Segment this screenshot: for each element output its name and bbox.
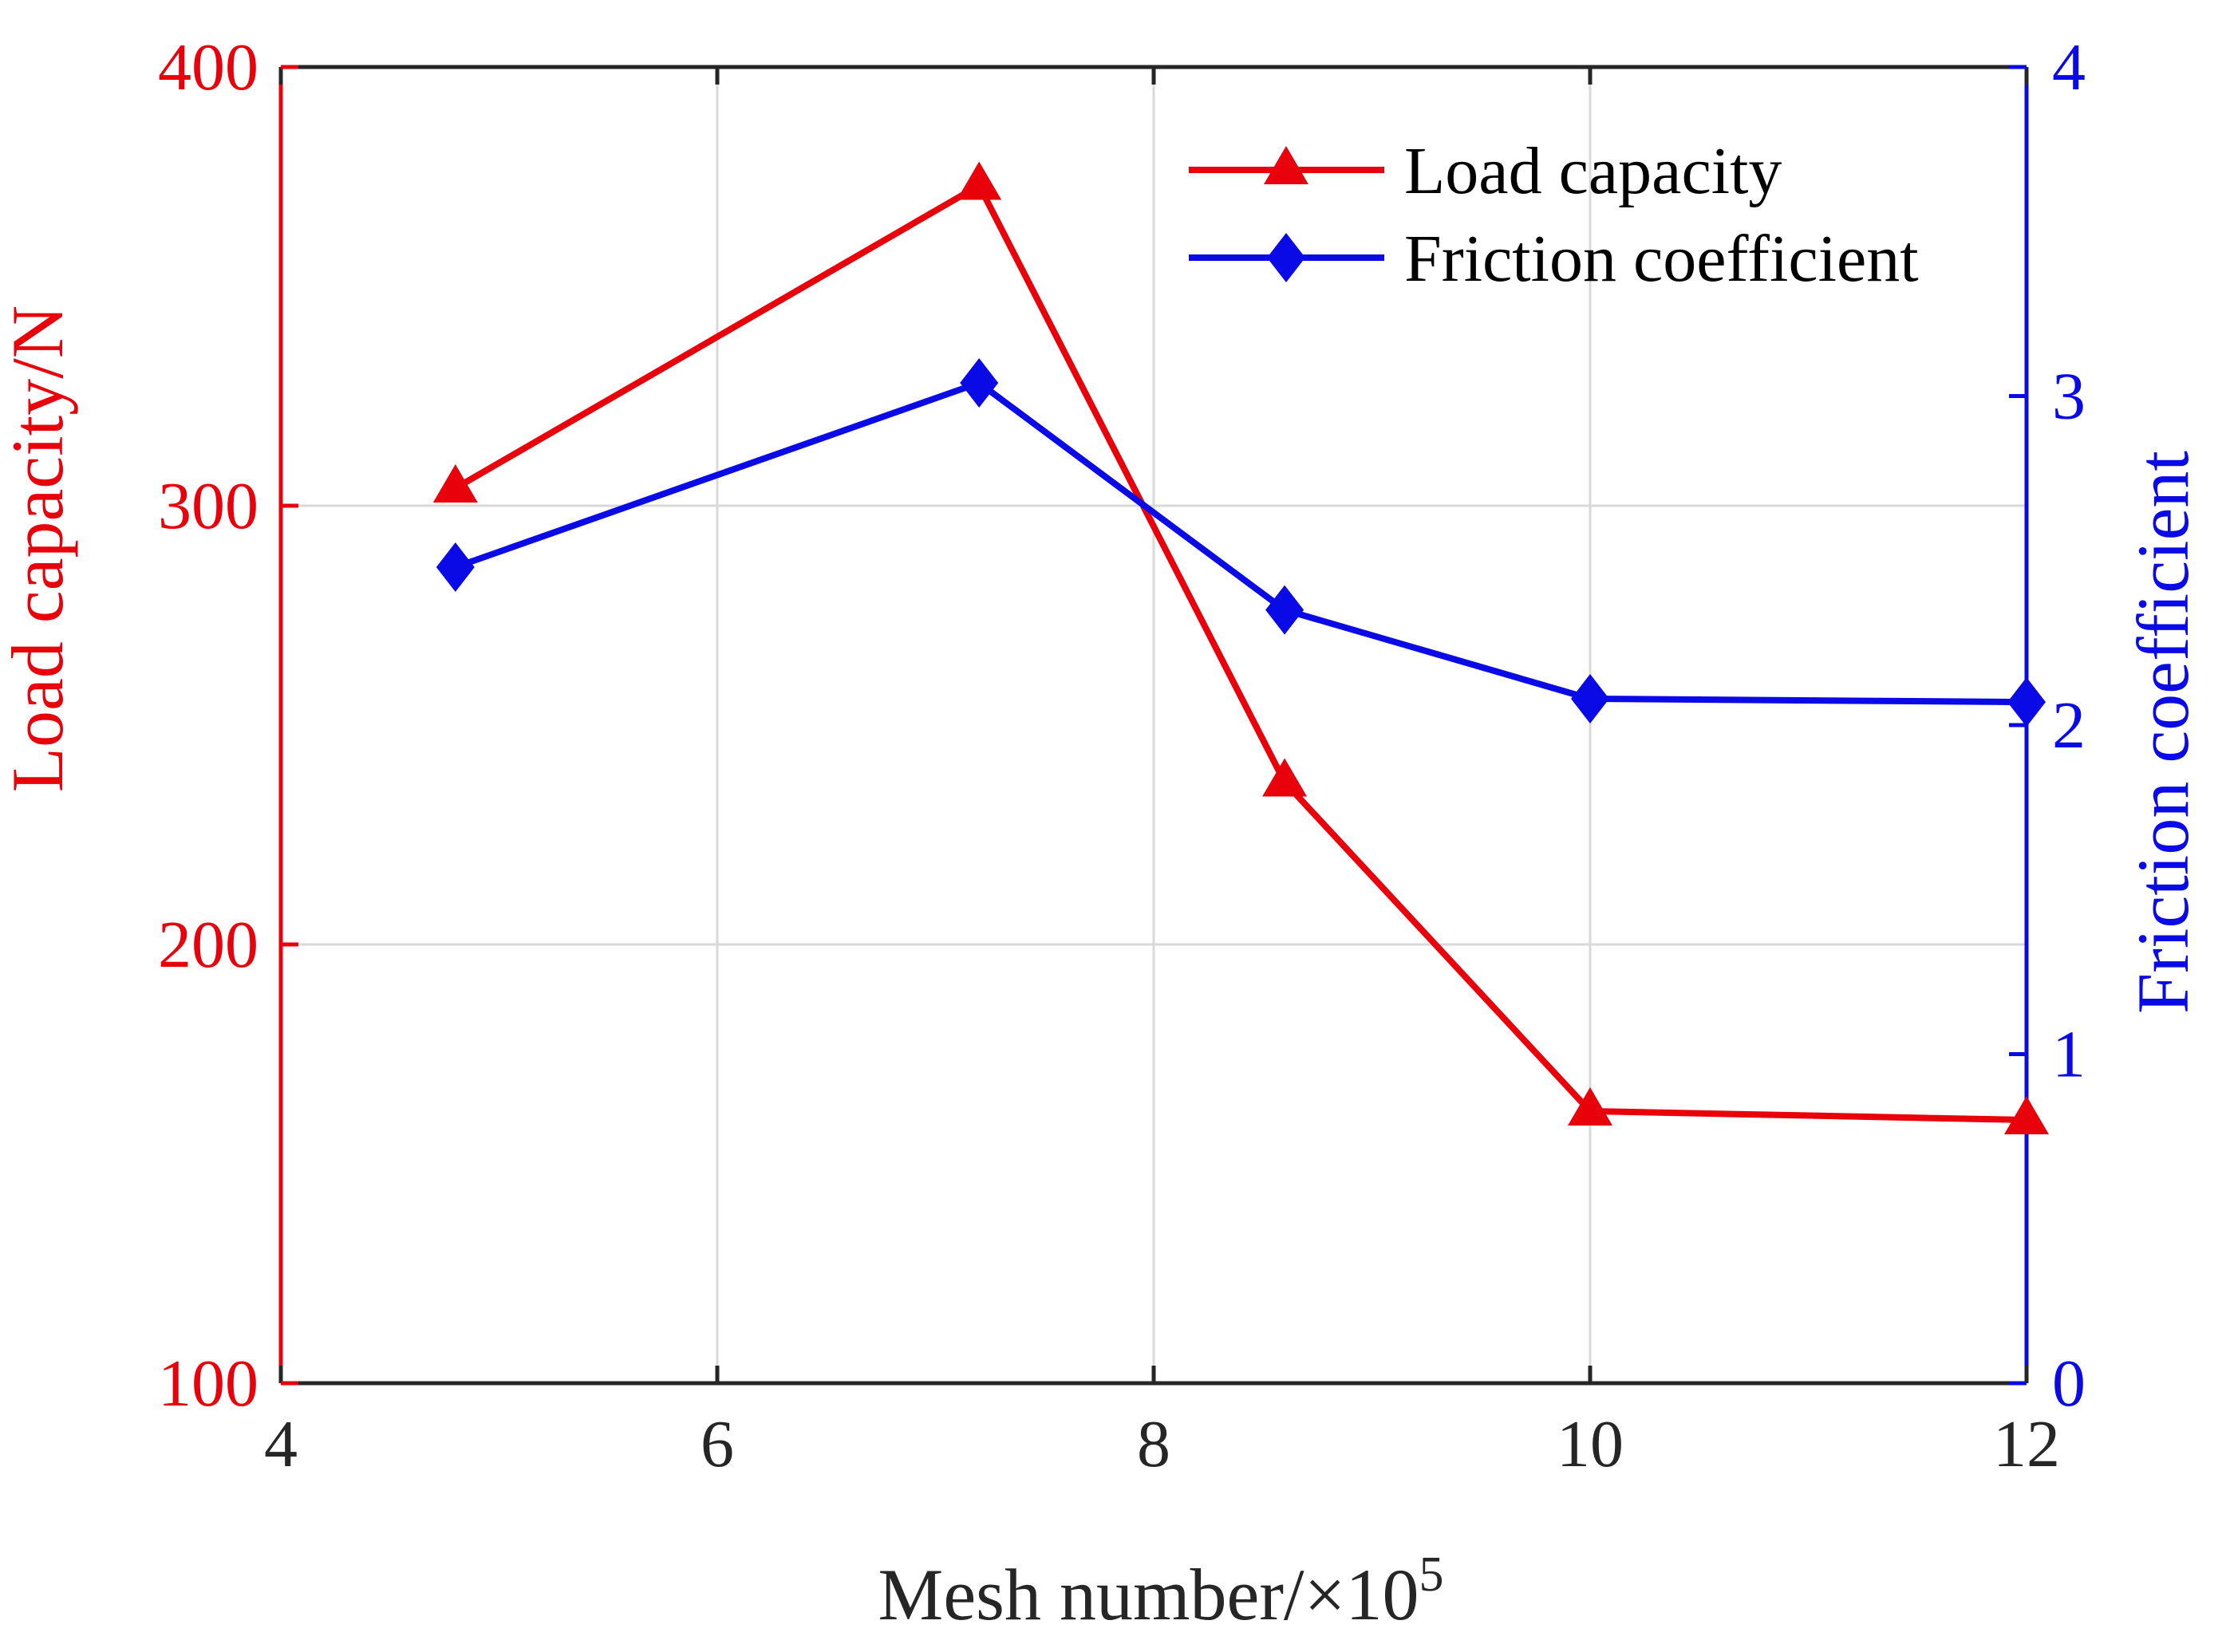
left-y-axis-title: Load capacity/N bbox=[0, 306, 78, 793]
series-load-capacity bbox=[432, 161, 2049, 1134]
data-point-triangle bbox=[957, 161, 1002, 200]
right-y-tick-label: 1 bbox=[2052, 1018, 2086, 1092]
data-point-diamond bbox=[2007, 677, 2046, 727]
right-y-tick-label: 2 bbox=[2052, 688, 2086, 763]
right-y-axis-title: Friction coefficient bbox=[2122, 451, 2204, 1014]
data-point-diamond bbox=[1571, 674, 1609, 723]
series-friction-coefficient bbox=[436, 358, 2046, 727]
x-tick-label: 10 bbox=[1557, 1407, 1624, 1481]
right-y-tick-label: 4 bbox=[2052, 30, 2086, 104]
data-point-diamond bbox=[960, 358, 999, 408]
x-axis-ticks: 4 6 8 10 12 bbox=[264, 67, 2060, 1481]
left-y-tick-label: 200 bbox=[158, 908, 259, 982]
x-tick-label: 12 bbox=[1993, 1407, 2060, 1481]
grid bbox=[281, 67, 2027, 1383]
legend: Load capacity Friction coefficient bbox=[1189, 134, 1919, 296]
x-tick-label: 8 bbox=[1137, 1407, 1170, 1481]
series-layer bbox=[432, 161, 2049, 1134]
left-y-axis-ticks: 100 200 300 400 bbox=[158, 30, 298, 1421]
right-y-tick-label: 3 bbox=[2052, 360, 2086, 434]
legend-marker-diamond bbox=[1267, 233, 1305, 282]
data-point-triangle bbox=[1262, 758, 1308, 797]
legend-label-friction-coefficient: Friction coefficient bbox=[1404, 222, 1919, 296]
x-tick-label: 4 bbox=[264, 1407, 298, 1481]
right-y-tick-label: 0 bbox=[2052, 1346, 2086, 1421]
left-y-tick-label: 300 bbox=[158, 469, 259, 543]
right-y-axis-ticks: 0 1 2 3 4 bbox=[2009, 30, 2086, 1421]
x-axis-title: Mesh number/×105 bbox=[878, 1548, 1444, 1635]
legend-item-load-capacity: Load capacity bbox=[1189, 134, 1782, 208]
data-point-triangle bbox=[2004, 1096, 2049, 1134]
data-point-diamond bbox=[1265, 585, 1304, 635]
legend-label-load-capacity: Load capacity bbox=[1404, 134, 1782, 208]
legend-marker-triangle bbox=[1264, 146, 1308, 184]
x-tick-label: 6 bbox=[701, 1407, 734, 1481]
legend-item-friction-coefficient: Friction coefficient bbox=[1189, 222, 1919, 296]
data-point-triangle bbox=[1568, 1087, 1612, 1126]
left-y-tick-label: 100 bbox=[158, 1346, 259, 1421]
data-point-diamond bbox=[436, 542, 475, 592]
data-point-triangle bbox=[432, 464, 478, 503]
left-y-tick-label: 400 bbox=[158, 30, 259, 104]
